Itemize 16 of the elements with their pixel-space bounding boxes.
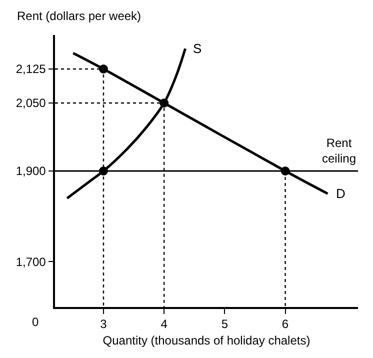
y-tick-label: 1,900 <box>16 164 46 178</box>
x-tick-label: 4 <box>160 317 168 332</box>
y-tick-label: 2,050 <box>16 96 46 110</box>
x-tick-label: 5 <box>221 317 228 332</box>
text: 0 <box>32 315 39 329</box>
x-tick-label: 3 <box>100 317 108 332</box>
point <box>160 98 169 108</box>
x-axis-title: Quantity (thousands of holiday chalets) <box>102 334 310 348</box>
point <box>98 64 108 74</box>
ref-line-label: Rent ceiling <box>322 136 356 166</box>
series-label: S <box>193 41 202 56</box>
y-tick-label: 2,125 <box>16 62 46 76</box>
x-tick-label: 6 <box>282 317 289 332</box>
y-axis-title: Rent (dollars per week) <box>17 9 142 23</box>
y-tick-label: 1,700 <box>16 254 46 269</box>
series-label: D <box>336 186 346 201</box>
